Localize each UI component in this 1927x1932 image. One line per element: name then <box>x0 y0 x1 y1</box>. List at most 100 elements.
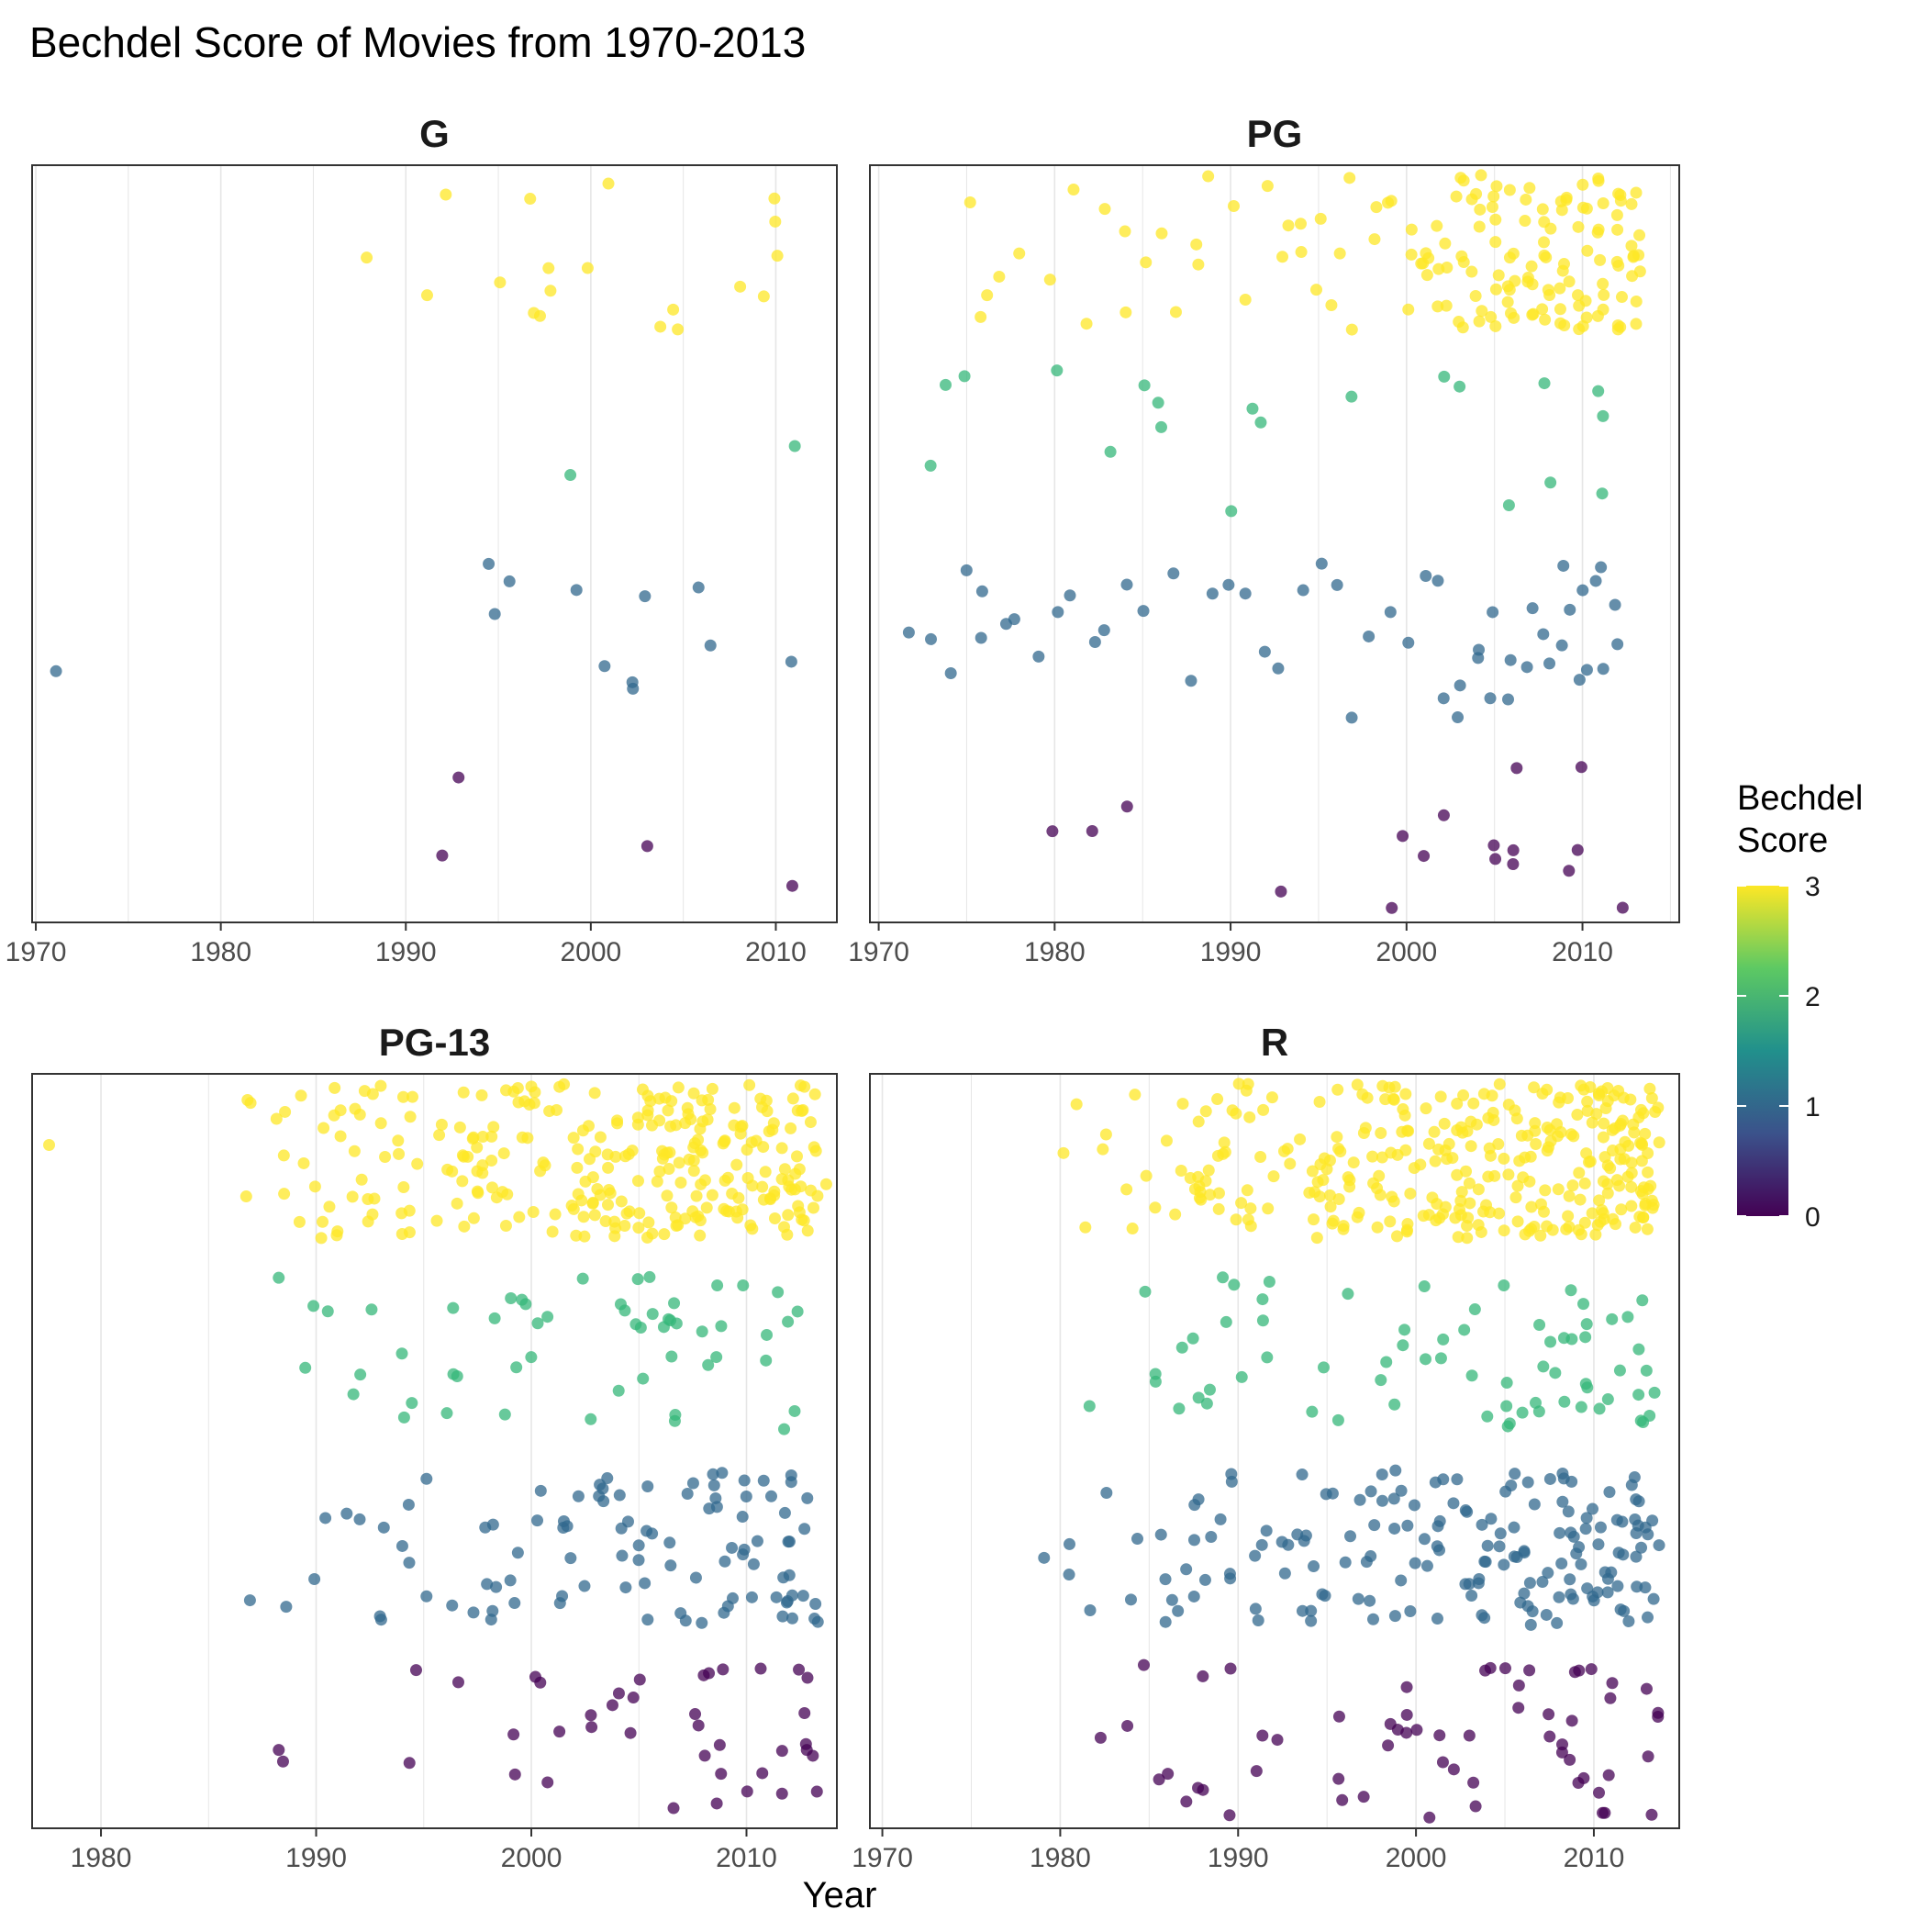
data-point <box>1492 269 1505 282</box>
data-point <box>1579 1378 1592 1390</box>
data-point <box>1632 1389 1645 1402</box>
data-point <box>395 1539 408 1552</box>
data-point <box>1366 1150 1379 1163</box>
data-point <box>1387 1093 1400 1106</box>
data-point <box>1154 1528 1167 1541</box>
data-point <box>1598 1806 1611 1819</box>
data-point <box>993 270 1006 283</box>
data-point <box>1256 1314 1269 1327</box>
data-point <box>1315 557 1328 570</box>
data-point <box>728 1101 741 1114</box>
data-point <box>1046 825 1059 838</box>
data-point <box>1188 1183 1201 1196</box>
data-point <box>1254 1150 1267 1163</box>
data-point <box>1400 1726 1413 1739</box>
data-point <box>1357 1126 1370 1139</box>
data-point <box>746 1179 759 1192</box>
data-point <box>270 1112 283 1125</box>
data-point <box>1308 1213 1320 1226</box>
data-point <box>1513 1155 1526 1167</box>
data-point <box>1493 1078 1506 1090</box>
data-point <box>1165 1593 1178 1606</box>
data-point <box>395 1228 408 1241</box>
data-point <box>612 1687 625 1700</box>
data-point <box>354 1368 367 1381</box>
data-point <box>646 1308 659 1321</box>
data-point <box>1202 170 1215 183</box>
data-point <box>958 370 971 383</box>
data-point <box>457 1086 470 1099</box>
data-point <box>1184 1172 1197 1185</box>
data-point <box>1309 284 1322 296</box>
data-point <box>1323 1189 1336 1201</box>
panel-border <box>31 164 838 923</box>
data-point <box>347 1388 360 1401</box>
data-point <box>1257 1103 1270 1116</box>
data-point <box>1126 1223 1139 1235</box>
data-point <box>1185 675 1197 687</box>
data-point <box>1376 1494 1388 1507</box>
data-point <box>1552 1183 1565 1196</box>
data-point <box>404 1111 417 1123</box>
data-point <box>1202 1164 1215 1177</box>
data-point <box>706 1189 718 1201</box>
data-point <box>1465 1589 1478 1602</box>
data-point <box>664 1559 677 1572</box>
data-point <box>582 1120 595 1133</box>
data-point <box>1465 265 1478 278</box>
data-point <box>329 1081 341 1094</box>
data-point <box>1265 1091 1278 1104</box>
data-point <box>1371 1221 1384 1234</box>
data-point <box>1581 244 1594 257</box>
data-point <box>1577 1298 1590 1311</box>
data-point <box>1560 191 1573 204</box>
x-tick-label: 1980 <box>1024 937 1086 967</box>
data-point <box>533 309 546 322</box>
data-point <box>632 1222 645 1234</box>
data-point <box>1313 1095 1326 1108</box>
data-point <box>975 585 988 597</box>
data-point <box>1571 843 1584 856</box>
data-point <box>667 303 680 316</box>
data-point <box>1384 1215 1397 1228</box>
data-point <box>1397 1103 1409 1116</box>
data-point <box>1593 1402 1606 1415</box>
data-point <box>576 1272 589 1285</box>
data-point <box>772 1286 785 1299</box>
data-point <box>1457 174 1470 187</box>
data-point <box>1526 308 1539 321</box>
data-point <box>1260 1524 1273 1537</box>
data-point <box>1180 1563 1193 1576</box>
data-point <box>1578 1177 1591 1189</box>
data-point <box>785 655 797 668</box>
data-point <box>808 1613 821 1625</box>
data-point <box>1186 1332 1199 1345</box>
data-point <box>277 1149 290 1162</box>
data-point <box>1064 589 1076 602</box>
data-point <box>1579 1523 1592 1536</box>
data-point <box>1625 1156 1638 1169</box>
data-point <box>1625 1180 1638 1193</box>
data-point <box>1364 1594 1376 1607</box>
data-point <box>585 1709 597 1722</box>
data-point <box>402 1498 415 1511</box>
data-point <box>665 1201 678 1214</box>
data-point <box>1455 1186 1468 1199</box>
data-point <box>1610 1513 1623 1526</box>
data-point <box>243 1594 256 1607</box>
data-point <box>1637 1107 1650 1120</box>
data-point <box>1543 1730 1556 1743</box>
data-point <box>1562 1091 1575 1104</box>
data-point <box>687 1087 700 1100</box>
data-point <box>374 1614 387 1626</box>
data-point <box>519 1298 532 1311</box>
data-point <box>1581 1095 1594 1108</box>
data-point <box>1418 850 1431 863</box>
data-point <box>1205 1531 1218 1544</box>
data-point <box>567 1202 580 1215</box>
data-point <box>1576 584 1589 597</box>
data-point <box>340 1507 353 1520</box>
data-point <box>278 1188 291 1201</box>
data-point <box>1230 1107 1242 1120</box>
data-point <box>1368 233 1381 246</box>
